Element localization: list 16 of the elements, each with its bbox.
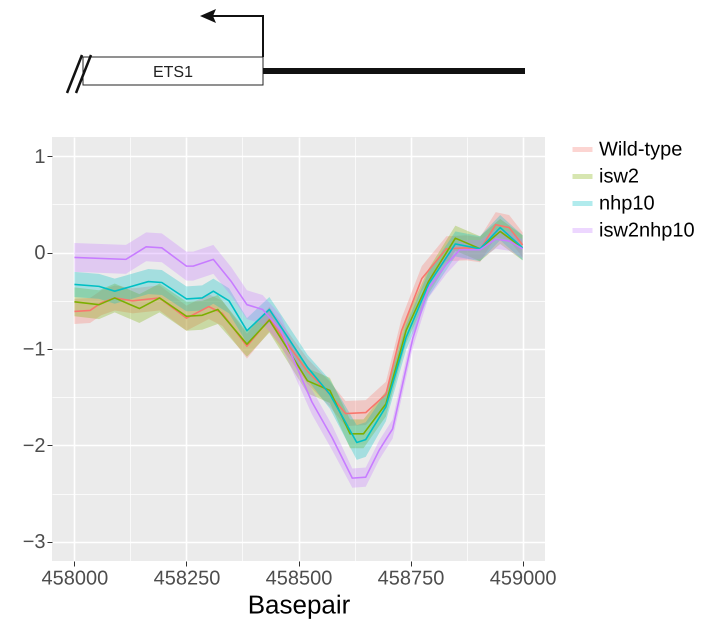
x-tick-label: 458000 xyxy=(42,568,108,590)
legend-label: nhp10 xyxy=(599,192,655,214)
y-tick-label: −1 xyxy=(22,338,46,360)
gene-diagram: ETS1 xyxy=(66,9,525,94)
legend-label: isw2 xyxy=(599,166,640,188)
x-tick-label: 458500 xyxy=(266,568,332,590)
y-tick-label: −2 xyxy=(22,434,46,457)
x-tick-label: 458750 xyxy=(378,568,444,590)
x-tick-label: 458250 xyxy=(154,568,220,590)
x-tick-label: 459000 xyxy=(490,568,556,590)
y-tick-label: −3 xyxy=(22,531,46,554)
x-axis-title: Basepair xyxy=(248,590,351,620)
y-tick-label: 1 xyxy=(34,146,46,168)
legend-label: Wild-type xyxy=(599,138,682,160)
legend-label: isw2nhp10 xyxy=(599,220,695,242)
y-tick-label: 0 xyxy=(34,242,46,264)
